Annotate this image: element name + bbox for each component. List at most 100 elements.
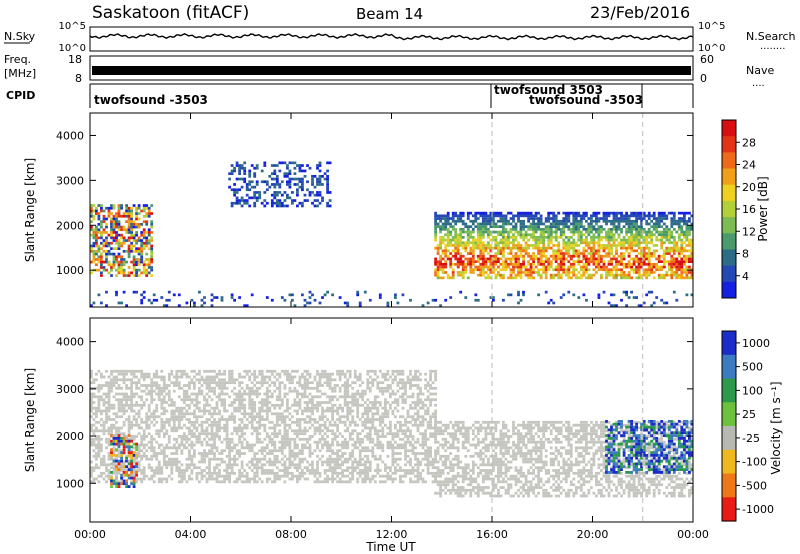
heatmap-cell [655,230,659,234]
heatmap-cell [592,260,596,263]
heatmap-cell [469,236,473,239]
heatmap-cell [532,219,535,223]
heatmap-cell [291,161,294,165]
heatmap-cell [165,298,169,302]
heatmap-cell [145,236,149,240]
heatmap-cell [434,260,437,263]
heatmap-cell [238,454,241,458]
heatmap-cell [243,166,247,170]
heatmap-cell [230,296,234,299]
heatmap-cell [258,420,262,424]
heatmap-cell [90,466,93,470]
heatmap-cell [328,463,332,467]
heatmap-cell [660,265,664,269]
heatmap-cell [585,214,588,218]
heatmap-cell [233,188,236,192]
heatmap-cell [662,228,666,231]
heatmap-cell [160,378,164,382]
heatmap-cell [258,381,262,385]
heatmap-cell [313,378,317,382]
heatmap-cell [286,172,289,175]
heatmap-cell [318,418,322,421]
heatmap-cell [228,395,231,399]
heatmap-cell [436,273,440,277]
heatmap-cell [142,420,146,424]
heatmap-cell [635,219,638,223]
heatmap-cell [562,228,566,231]
heatmap-cell [167,395,171,399]
heatmap-cell [203,412,206,416]
heatmap-cell [208,437,211,441]
heatmap-cell [642,228,646,231]
heatmap-cell [228,369,231,373]
heatmap-cell [592,214,596,218]
heatmap-cell [610,271,613,274]
heatmap-cell [514,236,518,239]
heatmap-cell [283,429,287,433]
heatmap-cell [275,471,279,475]
heatmap-cell [223,384,226,387]
heatmap-cell [454,246,458,250]
heatmap-cell [170,403,174,407]
heatmap-cell [562,211,566,215]
heatmap-cell [306,180,309,184]
heatmap-cell [449,217,453,220]
heatmap-cell [293,199,297,202]
heatmap-cell [499,211,503,215]
heatmap-cell [579,238,583,242]
heatmap-cell [476,230,480,234]
heatmap-cell [592,211,596,215]
heatmap-cell [170,429,174,433]
heatmap-cell [449,222,453,226]
heatmap-cell [655,244,659,247]
heatmap-cell [268,437,272,441]
heatmap-cell [183,446,186,450]
heatmap-cell [311,401,314,404]
heatmap-cell [537,219,540,223]
heatmap-cell [137,274,141,277]
heatmap-cell [160,418,164,421]
heatmap-cell [328,446,332,450]
heatmap-cell [657,265,661,269]
heatmap-cell [454,238,458,242]
heatmap-cell [685,257,689,261]
heatmap-cell [127,214,131,218]
heatmap-cell [167,446,171,450]
heatmap-cell [534,225,538,228]
heatmap-cell [306,301,309,305]
heatmap-cell [97,454,101,458]
heatmap-cell [502,263,505,266]
heatmap-cell [303,304,307,307]
heatmap-cell [308,452,312,455]
heatmap-cell [253,378,257,382]
heatmap-cell [250,164,254,167]
heatmap-cell [652,254,656,258]
colorbar-segment [722,265,736,283]
heatmap-cell [600,244,603,247]
heatmap-cell [522,257,525,261]
heatmap-cell [218,469,221,472]
heatmap-cell [183,474,186,478]
heatmap-cell [127,403,131,407]
heatmap-cell [539,228,543,231]
heatmap-cell [147,375,151,379]
heatmap-cell [464,271,468,274]
heatmap-cell [140,469,144,472]
heatmap-cell [203,420,206,424]
heatmap-cell [157,446,161,450]
heatmap-cell [559,233,563,237]
heatmap-cell [105,395,108,399]
heatmap-cell [142,271,146,275]
heatmap-cell [175,429,179,433]
heatmap-cell [328,466,332,470]
heatmap-cell [140,440,144,444]
heatmap-cell [110,266,113,269]
heatmap-cell [278,386,282,390]
heatmap-cell [102,403,106,407]
heatmap-cell [167,418,171,421]
heatmap-cell [590,241,593,245]
heatmap-cell [306,372,309,376]
heatmap-cell [213,471,216,475]
heatmap-cell [157,460,161,464]
heatmap-cell [318,164,322,167]
